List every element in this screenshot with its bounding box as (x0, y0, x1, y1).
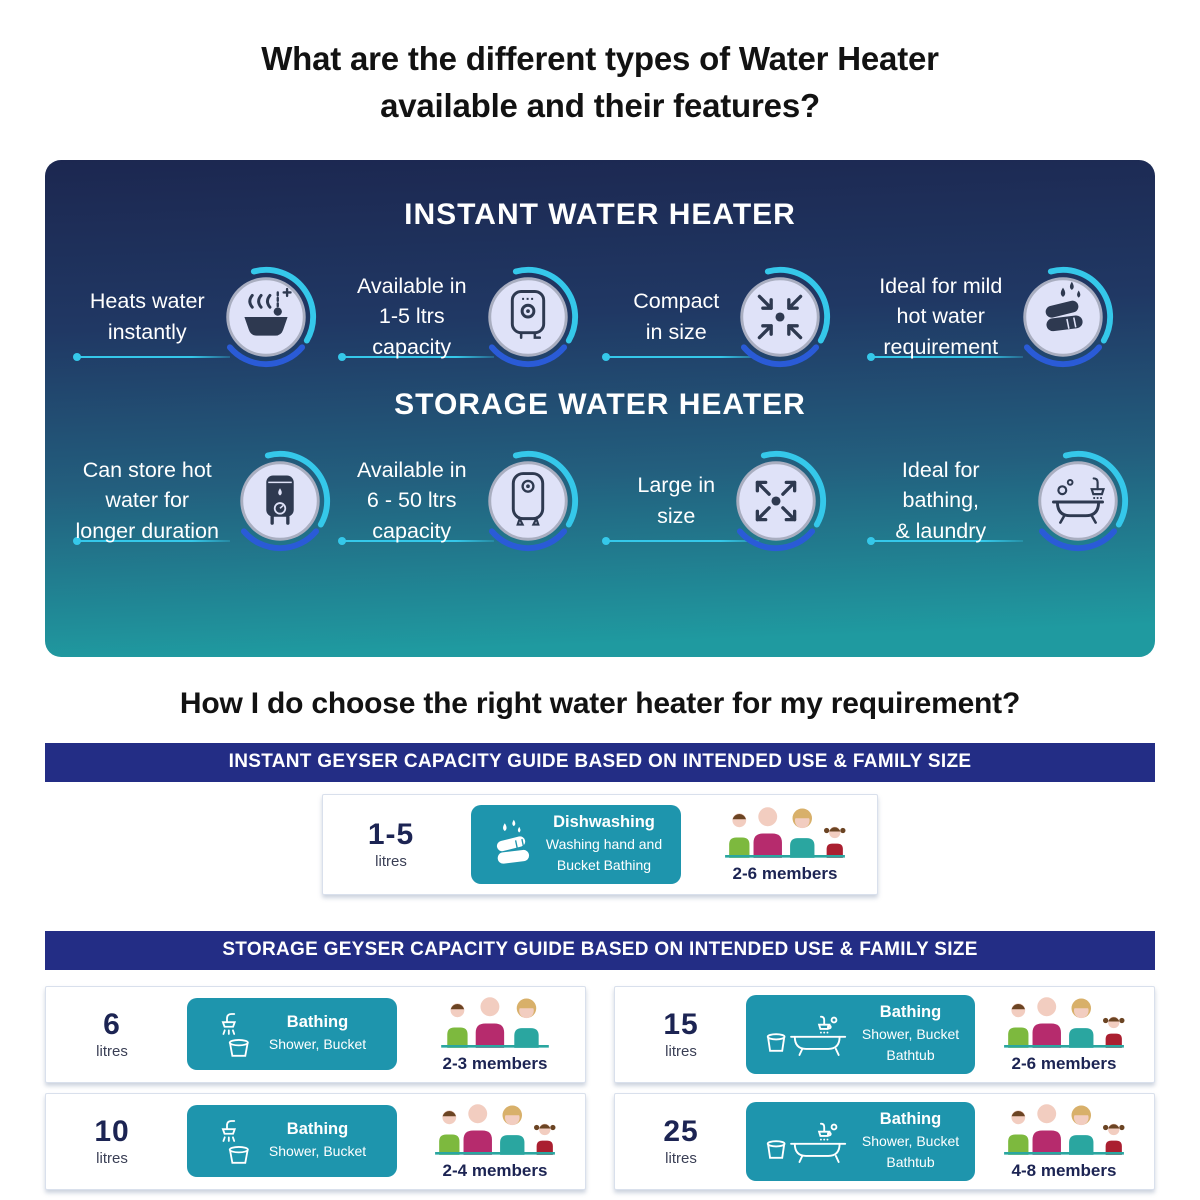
water-heater-types-panel: INSTANT WATER HEATER Heats water instant… (45, 159, 1155, 657)
instant-heater-heading: INSTANT WATER HEATER (404, 197, 796, 231)
capacity-number: 10 (94, 1115, 130, 1149)
feature-label: Ideal for bathing, & laundry (895, 457, 987, 543)
family-size-group: 4-8 members (988, 1102, 1140, 1181)
bathtub-icon (1038, 450, 1129, 551)
handwash-drops-icon (496, 819, 529, 864)
capacity-unit: litres (96, 1150, 128, 1168)
capacity-unit: litres (96, 1043, 128, 1061)
use-box: Bathing Shower, Bucket (186, 1105, 397, 1178)
feature-mild-hot-water: Ideal for mild hot water requirement (865, 264, 1130, 388)
capacity-number: 15 (663, 1008, 699, 1042)
instant-features-row: Heats water instantly Available in 1-5 l… (71, 264, 1129, 388)
storage-card-10l: 10 litres Bathing Shower, Bucket (45, 1092, 586, 1190)
storage-card-25l: 25 litres (614, 1092, 1155, 1190)
use-title: Dishwashing (553, 812, 655, 831)
capacity-unit: litres (375, 853, 407, 871)
use-title: Bathing (879, 1002, 942, 1021)
feature-label: Heats water instantly (89, 289, 205, 344)
storage-heater-filled-icon (240, 450, 330, 551)
family-4-icon (1004, 1104, 1125, 1155)
family-4-icon (435, 1104, 556, 1155)
basin-steam-icon (225, 266, 316, 367)
family-size-group: 2-6 members (988, 995, 1140, 1074)
feature-label: Compact in size (633, 289, 720, 344)
storage-heater-outline-icon (487, 450, 578, 551)
use-text: Bathing Shower, Bucket (269, 1120, 366, 1162)
family-3-icon (441, 997, 549, 1048)
bucket-bathtub-icon (766, 1016, 846, 1057)
bucket-bathtub-icon (766, 1123, 846, 1164)
family-size-group: 2-4 members (419, 1102, 571, 1181)
feature-label: Large in size (637, 473, 716, 528)
shower-bucket-icon (221, 1120, 249, 1164)
feature-capacity-6-50: Available in 6 - 50 ltrs capacity (336, 448, 601, 572)
storage-features-row: Can store hot water for longer duration … (71, 448, 1129, 572)
use-box: Bathing Shower, Bucket Bathtub (745, 1101, 976, 1181)
family-4-icon (1004, 997, 1125, 1048)
use-text: Bathing Shower, Bucket Bathtub (862, 1003, 959, 1066)
use-title: Bathing (879, 1109, 942, 1128)
family-size-group: 2-3 members (419, 995, 571, 1074)
use-title: Bathing (286, 1120, 349, 1139)
feature-large-size: Large in size (600, 448, 865, 572)
storage-heater-heading: STORAGE WATER HEATER (394, 387, 806, 421)
storage-capacity-grid: 6 litres Bathing Shower, Bucket (45, 985, 1155, 1190)
capacity-number: 1-5 (367, 818, 415, 852)
capacity-value: 25 litres (629, 1115, 733, 1167)
feature-bathing-laundry: Ideal for bathing, & laundry (865, 448, 1130, 572)
feature-heats-instantly: Heats water instantly (71, 264, 336, 388)
members-label: 2-6 members (732, 863, 838, 883)
handwash-drops-icon (1023, 266, 1114, 367)
feature-stores-longer: Can store hot water for longer duration (71, 448, 336, 572)
instant-guide-bar: INSTANT GEYSER CAPACITY GUIDE BASED ON I… (45, 742, 1155, 782)
storage-card-15l: 15 litres (614, 985, 1155, 1083)
feature-compact-size: Compact in size (600, 264, 865, 388)
expand-arrows-icon (736, 450, 827, 551)
feature-label: Ideal for mild hot water requirement (879, 273, 1003, 359)
capacity-unit: litres (665, 1043, 697, 1061)
instant-capacity-card: 1-5 litres Dishwashing Washing hand and … (322, 793, 878, 895)
family-size-group: 2-6 members (709, 805, 861, 884)
feature-label: Available in 6 - 50 ltrs capacity (356, 457, 467, 543)
use-details: Washing hand and Bucket Bathing (545, 835, 663, 873)
use-text: Bathing Shower, Bucket (269, 1013, 366, 1055)
capacity-value: 6 litres (60, 1008, 164, 1060)
instant-heater-icon (487, 266, 578, 367)
section2-title: How I do choose the right water heater f… (179, 686, 1021, 720)
members-label: 2-3 members (442, 1053, 548, 1073)
use-box: Dishwashing Washing hand and Bucket Bath… (471, 804, 681, 884)
storage-guide-bar: STORAGE GEYSER CAPACITY GUIDE BASED ON I… (45, 930, 1155, 970)
use-details: Shower, Bucket Bathtub (861, 1025, 960, 1063)
members-label: 2-4 members (442, 1160, 548, 1180)
use-details: Shower, Bucket Bathtub (861, 1132, 960, 1170)
use-details: Shower, Bucket (268, 1143, 367, 1160)
use-box: Bathing Shower, Bucket Bathtub (745, 994, 976, 1074)
feature-capacity-1-5: Available in 1-5 ltrs capacity (336, 264, 601, 388)
capacity-value: 1-5 litres (339, 818, 443, 870)
members-label: 4-8 members (1011, 1160, 1117, 1180)
capacity-value: 10 litres (60, 1115, 164, 1167)
use-details: Shower, Bucket (268, 1036, 367, 1053)
shower-bucket-icon (221, 1013, 249, 1057)
feature-label: Can store hot water for longer duration (75, 457, 219, 543)
capacity-unit: litres (665, 1150, 697, 1168)
storage-card-6l: 6 litres Bathing Shower, Bucket (45, 985, 586, 1083)
use-text: Dishwashing Washing hand and Bucket Bath… (546, 813, 662, 876)
use-box: Bathing Shower, Bucket (186, 998, 397, 1071)
family-4-icon (725, 807, 846, 858)
capacity-number: 25 (663, 1115, 699, 1149)
page-title: What are the different types of Water He… (261, 40, 939, 124)
compact-arrows-icon (740, 266, 831, 367)
feature-label: Available in 1-5 ltrs capacity (356, 273, 467, 359)
use-text: Bathing Shower, Bucket Bathtub (862, 1110, 959, 1173)
capacity-value: 15 litres (629, 1008, 733, 1060)
use-title: Bathing (286, 1013, 349, 1032)
members-label: 2-6 members (1011, 1053, 1117, 1073)
capacity-number: 6 (103, 1008, 121, 1042)
